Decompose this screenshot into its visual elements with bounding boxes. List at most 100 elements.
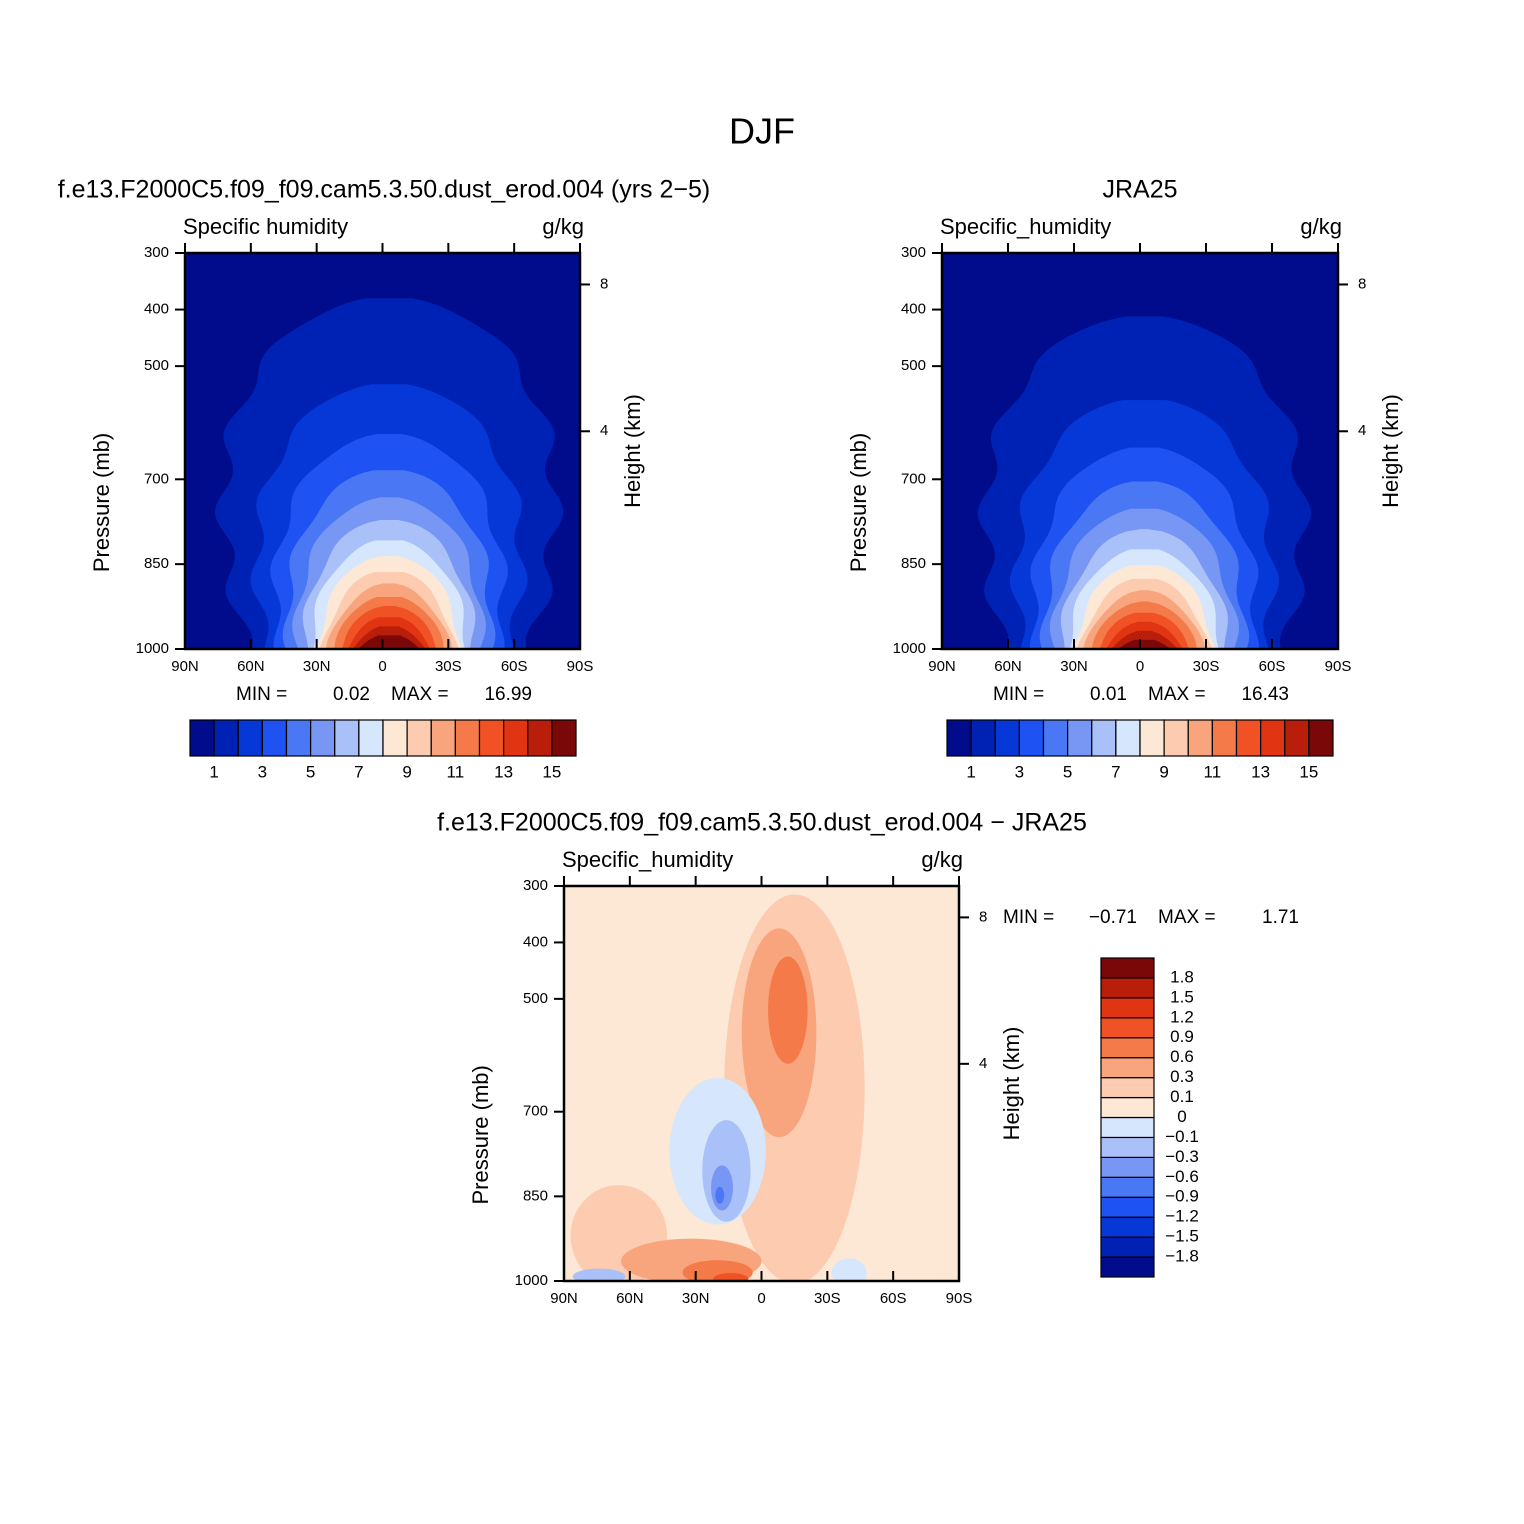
right-string: g/kg	[921, 847, 963, 872]
colorbar-label: −0.6	[1165, 1167, 1199, 1186]
colorbar-label: −0.9	[1165, 1187, 1199, 1206]
y-tick-label: 1000	[515, 1272, 548, 1289]
y-tick-label: 500	[901, 357, 926, 374]
x-tick-label: 30S	[814, 1290, 841, 1307]
colorbar-box	[1042, 719, 1069, 757]
contour-band	[942, 630, 1178, 649]
y-tick-label: 300	[523, 877, 548, 894]
colorbar-box	[551, 719, 577, 757]
colorbar-box	[1235, 719, 1262, 757]
colorbar-box	[527, 719, 553, 757]
right-string: g/kg	[1300, 214, 1342, 239]
colorbar-label: 0.6	[1170, 1047, 1194, 1066]
colorbar-box	[213, 719, 239, 757]
colorbar-box	[1100, 1096, 1155, 1119]
y2-tick-label: 4	[600, 422, 608, 439]
colorbar-box	[1260, 719, 1286, 757]
figure-title: DJF	[729, 111, 795, 152]
colorbar-label: 1.2	[1170, 1007, 1194, 1026]
colorbar-box	[1139, 719, 1165, 757]
contour-band	[831, 1258, 867, 1281]
x-tick-label: 60S	[501, 658, 528, 675]
y2-tick-label: 4	[1358, 422, 1366, 439]
colorbar-box	[1100, 957, 1155, 979]
panel-title: f.e13.F2000C5.f09_f09.cam5.3.50.dust_ero…	[437, 809, 1087, 837]
y-axis-label: Pressure (mb)	[89, 433, 114, 572]
colorbar-box	[994, 719, 1020, 757]
colorbar-label: 1.5	[1170, 987, 1194, 1006]
left-string: Specific_humidity	[940, 214, 1111, 239]
contour-band	[768, 956, 808, 1064]
colorbar-label: 0	[1177, 1107, 1186, 1126]
x-tick-label: 60N	[994, 658, 1022, 675]
panel-title: f.e13.F2000C5.f09_f09.cam5.3.50.dust_ero…	[58, 176, 711, 204]
colorbar-box	[503, 719, 529, 757]
y2-tick-label: 8	[979, 908, 987, 925]
y-axis-label: Pressure (mb)	[846, 433, 871, 572]
colorbar-box	[478, 719, 505, 757]
colorbar-label: 11	[447, 762, 465, 781]
contour-band	[572, 1268, 626, 1281]
y-tick-label: 300	[144, 244, 169, 261]
y-axis-label: Pressure (mb)	[468, 1065, 493, 1204]
left-string: Specific_humidity	[562, 847, 733, 872]
max-value: 16.43	[1241, 684, 1289, 705]
colorbar-label: −0.3	[1165, 1147, 1199, 1166]
colorbar-box	[189, 719, 215, 757]
colorbar-box	[1018, 719, 1045, 757]
colorbar-box	[237, 719, 263, 757]
x-tick-label: 0	[378, 658, 386, 675]
colorbar-box	[334, 719, 360, 757]
colorbar-label: 0.9	[1170, 1027, 1194, 1046]
colorbar-box	[1100, 1077, 1155, 1099]
x-tick-label: 30N	[303, 658, 331, 675]
x-tick-label: 30N	[682, 1290, 710, 1307]
x-tick-label: 90S	[946, 1290, 973, 1307]
colorbar-box	[970, 719, 996, 757]
colorbar-label: 9	[1159, 762, 1168, 781]
colorbar-label: 11	[1204, 762, 1222, 781]
colorbar-label: −0.1	[1165, 1127, 1199, 1146]
colorbar-label: 1.8	[1170, 967, 1194, 986]
contour-band	[715, 1186, 725, 1204]
colorbar-box	[1100, 1236, 1155, 1258]
colorbar-box	[285, 719, 312, 757]
y-tick-label: 400	[144, 301, 169, 318]
x-tick-label: 30S	[435, 658, 462, 675]
colorbar-label: −1.2	[1165, 1207, 1199, 1226]
min-value: 0.01	[1090, 684, 1127, 705]
y-tick-label: 850	[523, 1187, 548, 1204]
y2-tick-label: 4	[979, 1055, 987, 1072]
colorbar-label: 15	[542, 762, 561, 781]
y-tick-label: 300	[901, 244, 926, 261]
x-tick-label: 30S	[1193, 658, 1220, 675]
colorbar-label: 5	[306, 762, 315, 781]
colorbar-label: −1.5	[1165, 1227, 1199, 1246]
x-tick-label: 60N	[237, 658, 265, 675]
x-tick-label: 60S	[880, 1290, 907, 1307]
y-tick-label: 500	[144, 357, 169, 374]
x-tick-label: 90N	[550, 1290, 578, 1307]
y-tick-label: 700	[523, 1103, 548, 1120]
y-tick-label: 850	[144, 555, 169, 572]
min-value: −0.71	[1089, 907, 1137, 928]
colorbar-box	[1100, 1156, 1155, 1178]
colorbar-box	[1100, 1136, 1155, 1158]
min-label: MIN =	[1003, 907, 1054, 928]
contour-field	[564, 886, 959, 1281]
y-tick-label: 850	[901, 555, 926, 572]
y-tick-label: 500	[523, 990, 548, 1007]
x-tick-label: 90S	[1325, 658, 1352, 675]
max-value: 16.99	[484, 684, 532, 705]
colorbar-label: 15	[1299, 762, 1318, 781]
colorbar-box	[358, 719, 384, 757]
x-tick-label: 60N	[616, 1290, 644, 1307]
colorbar-label: 0.3	[1170, 1067, 1194, 1086]
colorbar-box	[1211, 719, 1238, 757]
x-tick-label: 90S	[567, 658, 594, 675]
colorbar-label: 5	[1063, 762, 1072, 781]
colorbar-box	[1100, 977, 1155, 999]
colorbar-box	[1284, 719, 1310, 757]
contour-band	[711, 1165, 733, 1211]
min-value: 0.02	[333, 684, 370, 705]
